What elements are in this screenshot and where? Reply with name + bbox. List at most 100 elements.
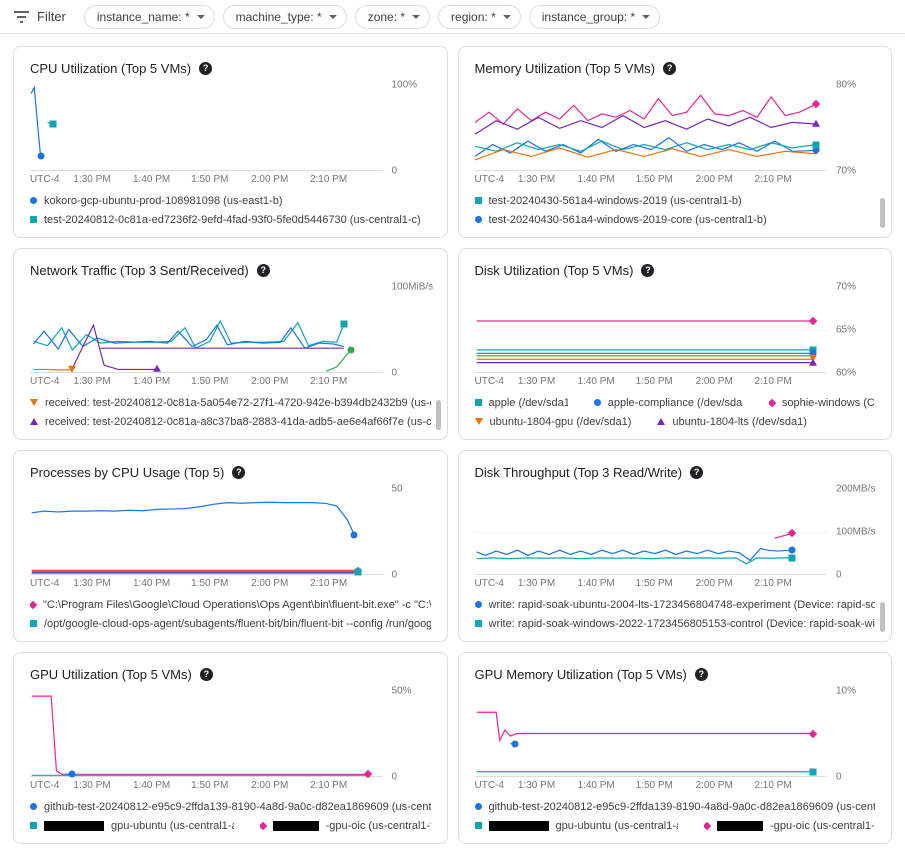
- legend-item[interactable]: sophie-windows (C:): [768, 397, 875, 409]
- chart-legend: "C:\Program Files\Google\Cloud Operation…: [30, 595, 431, 633]
- x-axis-label: 2:00 PM: [695, 578, 733, 589]
- x-axis-label: UTC-4: [30, 376, 60, 387]
- square-marker-icon: [474, 399, 482, 406]
- circle-marker-icon: [30, 803, 37, 810]
- y-axis-label: 0: [391, 569, 398, 581]
- chart-area: 200MB/s 100MB/s 0 UTC-4 1:30 PM 1:40 PM 1:50 …: [475, 484, 875, 590]
- chart-lines: [30, 85, 383, 170]
- legend-label: github-test-20240812-e95c9-2ffda139-8190…: [44, 800, 431, 813]
- chart-plot-area[interactable]: [474, 691, 828, 777]
- x-axis-label: 1:50 PM: [191, 376, 229, 387]
- legend-row: received: test-20240812-0c81a-a8c37ba8-2…: [30, 412, 431, 431]
- legend-item[interactable]: github-test-20240812-e95c9-2ffda139-8190…: [474, 801, 875, 813]
- legend-item[interactable]: "C:\Program Files\Google\Cloud Operation…: [30, 599, 431, 611]
- filter-chip-region[interactable]: region: *: [438, 4, 521, 29]
- legend-item[interactable]: gpu-ubuntu (us-central1-a): [30, 820, 234, 832]
- diamond-marker-icon: [704, 821, 712, 830]
- x-axis-label: 2:10 PM: [309, 780, 348, 791]
- legend-item[interactable]: ubuntu-1804-gpu (/dev/sda1): [474, 416, 631, 428]
- legend-scrollbar[interactable]: [435, 400, 441, 430]
- legend-scrollbar[interactable]: [880, 198, 885, 228]
- x-axis-label: 2:10 PM: [309, 578, 348, 589]
- series-endpoint-marker: [808, 358, 817, 366]
- redacted-text: [272, 820, 319, 831]
- x-axis-label: 1:40 PM: [577, 578, 615, 589]
- legend-item[interactable]: ubuntu-1804-lts (/dev/sda1): [657, 416, 807, 428]
- help-icon[interactable]: [663, 61, 677, 75]
- filter-chip-machine-type[interactable]: machine_type: *: [222, 4, 347, 29]
- help-icon[interactable]: [199, 61, 213, 75]
- legend-item[interactable]: github-test-20240812-e95c9-2ffda139-8190…: [30, 801, 431, 813]
- help-icon[interactable]: [641, 263, 655, 277]
- legend-row: /opt/google-cloud-ops-agent/subagents/fl…: [30, 614, 431, 633]
- x-axis-label: UTC-4: [30, 578, 60, 589]
- help-icon[interactable]: [694, 667, 708, 681]
- help-icon[interactable]: [199, 667, 213, 681]
- x-axis: UTC-4 1:30 PM 1:40 PM 1:50 PM 2:00 PM 2:10 PM: [475, 777, 828, 792]
- filter-chip-label: zone: *: [367, 9, 406, 24]
- y-axis-label: 65%: [836, 324, 857, 336]
- chart-plot-area[interactable]: [30, 489, 383, 576]
- tri-up-marker-icon: [657, 418, 666, 425]
- card-network-traffic-top-3-sent-received: Network Traffic (Top 3 Sent/Received) 10…: [13, 248, 448, 440]
- legend-row: gpu-ubuntu (us-central1-a) -gpu-oic (us-c…: [474, 816, 875, 835]
- filter-chip-label: machine_type: *: [235, 9, 322, 24]
- x-axis: UTC-4 1:30 PM 1:40 PM 1:50 PM 2:00 PM 2:10 PM: [30, 777, 383, 792]
- series-endpoint-marker: [788, 554, 796, 562]
- x-axis-label: 1:30 PM: [517, 174, 556, 185]
- legend-item[interactable]: write: rapid-soak-ubuntu-2004-lts-172345…: [474, 599, 875, 611]
- legend-item[interactable]: apple (/dev/sda1): [474, 397, 568, 409]
- chevron-down-icon: [502, 14, 511, 19]
- help-icon[interactable]: [256, 263, 270, 277]
- card-gpu-utilization-top-5-vms: GPU Utilization (Top 5 VMs) 50% 0 UTC-4 1:…: [13, 652, 448, 844]
- legend-row: received: test-20240812-0c81a-5a054e72-2…: [30, 393, 431, 412]
- y-axis-label: 100%: [391, 79, 418, 91]
- filter-chip-label: instance_name: *: [96, 9, 190, 24]
- card-memory-utilization-top-5-vms: Memory Utilization (Top 5 VMs) 80% 70% UT…: [457, 46, 892, 238]
- card-header: Memory Utilization (Top 5 VMs): [475, 59, 876, 77]
- legend-item[interactable]: received: test-20240812-0c81a-5a054e72-2…: [30, 397, 431, 409]
- y-axis: 70% 65% 60%: [827, 282, 873, 379]
- series-endpoint-marker: [809, 349, 817, 357]
- chart-lines: [475, 691, 828, 776]
- chart-plot-area[interactable]: [474, 287, 827, 373]
- legend-item[interactable]: received: test-20240812-0c81a-a8c37ba8-2…: [30, 416, 431, 428]
- help-icon[interactable]: [232, 465, 246, 479]
- x-axis-label: 1:40 PM: [132, 780, 171, 791]
- legend-item[interactable]: /opt/google-cloud-ops-agent/subagents/fl…: [30, 618, 431, 630]
- chart-plot-area[interactable]: [475, 489, 827, 575]
- diamond-marker-icon: [768, 398, 777, 407]
- legend-item[interactable]: gpu-ubuntu (us-central1-a): [474, 820, 678, 832]
- x-axis-label: 1:40 PM: [132, 376, 171, 387]
- chart-plot-area[interactable]: [30, 691, 383, 779]
- circle-marker-icon: [474, 803, 482, 810]
- legend-item[interactable]: write: rapid-soak-windows-2022-172345680…: [474, 618, 875, 630]
- redacted-text: [44, 820, 104, 831]
- legend-label: test-20240430-561a4-windows-2019-core (u…: [488, 213, 767, 226]
- legend-item[interactable]: kokoro-gcp-ubuntu-prod-108981098 (us-eas…: [30, 195, 282, 207]
- legend-item[interactable]: -gpu-oic (us-central1-f): [704, 820, 875, 832]
- filter-chip-instance-group[interactable]: instance_group: *: [528, 4, 661, 29]
- filter-button[interactable]: Filter: [14, 9, 66, 24]
- chart-plot-area[interactable]: [30, 85, 383, 171]
- series-endpoint-marker: [68, 770, 76, 778]
- filter-chip-instance-name[interactable]: instance_name: *: [83, 4, 215, 29]
- help-icon[interactable]: [690, 465, 704, 479]
- diamond-marker-icon: [259, 821, 267, 830]
- chart-plot-area[interactable]: [475, 85, 827, 171]
- legend-row: ubuntu-1804-gpu (/dev/sda1) ubuntu-1804-l…: [474, 412, 876, 431]
- legend-item[interactable]: apple-compliance (/dev/sda1): [593, 397, 743, 409]
- legend-item[interactable]: test-20240430-561a4-windows-2019 (us-cen…: [474, 195, 742, 207]
- chart-legend: kokoro-gcp-ubuntu-prod-108981098 (us-eas…: [30, 191, 431, 229]
- chart-title: CPU Utilization (Top 5 VMs): [30, 60, 192, 76]
- chart-plot-area[interactable]: [30, 287, 383, 373]
- legend-item[interactable]: test-20240812-0c81a-ed7236f2-9efd-4fad-9…: [30, 214, 421, 226]
- filter-chip-zone[interactable]: zone: *: [354, 4, 431, 29]
- card-header: Processes by CPU Usage (Top 5): [30, 463, 431, 481]
- legend-scrollbar[interactable]: [880, 602, 885, 632]
- legend-item[interactable]: -gpu-oic (us-central1-f): [259, 819, 431, 832]
- legend-item[interactable]: test-20240430-561a4-windows-2019-core (u…: [474, 213, 767, 226]
- legend-label: -gpu-oic (us-central1-f): [325, 819, 431, 832]
- chart-lines: [30, 489, 383, 574]
- x-axis-label: 2:00 PM: [251, 376, 289, 387]
